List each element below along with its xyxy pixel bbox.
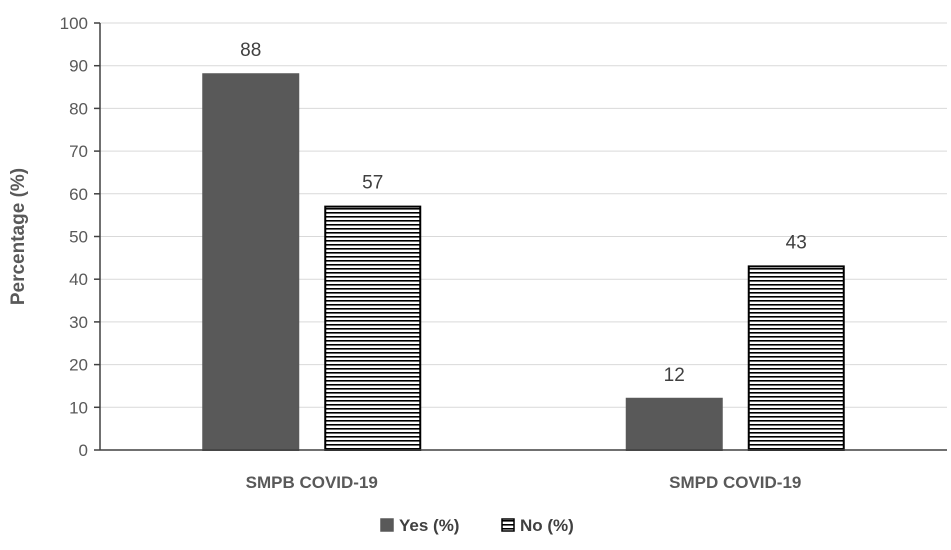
bar-yes-1 <box>202 73 300 452</box>
x-category-label: SMPB COVID-19 <box>246 473 378 492</box>
bar-yes-2 <box>625 397 723 452</box>
legend: Yes (%) No (%) <box>380 516 574 535</box>
data-label: 88 <box>240 40 261 61</box>
y-tick-label: 60 <box>69 185 88 204</box>
y-tick-label: 80 <box>69 99 88 118</box>
legend-swatch <box>501 518 515 532</box>
y-axis-ticks: 0 10 20 30 40 50 60 70 80 90 100 <box>60 14 100 460</box>
bar-no-1 <box>324 205 422 451</box>
y-tick-label: 40 <box>69 270 88 289</box>
legend-swatch <box>380 518 394 532</box>
data-label: 12 <box>664 365 685 386</box>
y-tick-label: 50 <box>69 228 88 247</box>
y-tick-label: 10 <box>69 398 88 417</box>
y-tick-label: 100 <box>60 14 88 33</box>
bar-no-2 <box>747 265 845 452</box>
x-category-label: SMPD COVID-19 <box>669 473 801 492</box>
y-tick-label: 20 <box>69 356 88 375</box>
y-tick-label: 30 <box>69 313 88 332</box>
y-tick-label: 90 <box>69 57 88 76</box>
y-tick-label: 0 <box>79 441 88 460</box>
data-labels: 88 57 12 43 <box>240 40 807 386</box>
data-label: 57 <box>362 173 383 194</box>
legend-label: No (%) <box>520 516 574 535</box>
data-label: 43 <box>786 232 807 253</box>
y-tick-label: 70 <box>69 142 88 161</box>
legend-label: Yes (%) <box>399 516 459 535</box>
bars <box>202 73 845 452</box>
y-axis-title: Percentage (%) <box>8 168 29 305</box>
x-axis-categories: SMPB COVID-19 SMPD COVID-19 <box>246 473 802 492</box>
